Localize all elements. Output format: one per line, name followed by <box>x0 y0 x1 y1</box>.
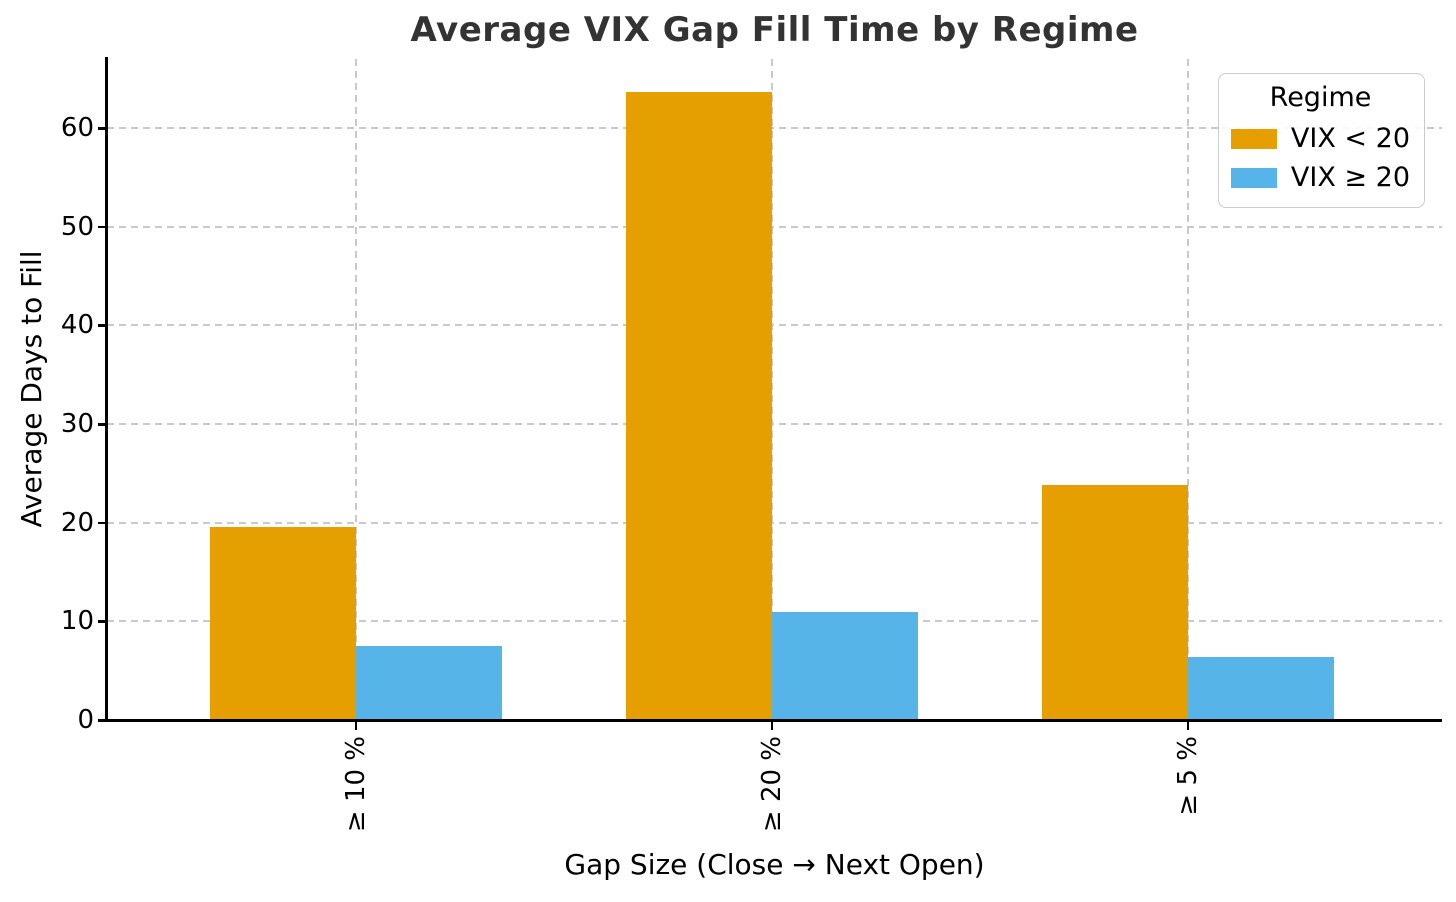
x-axis-spine <box>105 719 1442 722</box>
legend-label-vix-lt-20: VIX < 20 <box>1290 123 1410 154</box>
x-tick-mark <box>770 722 774 730</box>
bar-vix-20-cat2 <box>1187 656 1334 720</box>
x-gridline <box>1186 59 1189 720</box>
y-tick-mark <box>98 719 107 722</box>
legend-swatch-vix-lt-20 <box>1231 128 1277 149</box>
y-tick-mark <box>98 225 107 229</box>
y-tick-label: 60 <box>60 113 94 144</box>
y-axis-label: Average Days to Fill <box>15 250 48 528</box>
x-tick-mark <box>1186 722 1190 730</box>
x-gridline <box>770 59 773 720</box>
chart-title: Average VIX Gap Fill Time by Regime <box>410 10 1139 50</box>
x-tick-label: ≥ 5 % <box>1172 736 1203 816</box>
x-axis-label: Gap Size (Close → Next Open) <box>564 848 985 881</box>
y-axis-spine <box>105 57 108 721</box>
y-tick-mark <box>98 324 107 327</box>
legend: Regime VIX < 20 VIX ≥ 20 <box>1218 73 1425 208</box>
legend-entry-vix-lt-20: VIX < 20 <box>1231 119 1410 158</box>
x-gridline <box>354 59 357 720</box>
y-tick-label: 40 <box>60 310 94 341</box>
legend-entry-vix-gte-20: VIX ≥ 20 <box>1231 158 1410 197</box>
bar-vix-20-cat2 <box>1041 485 1188 720</box>
y-gridline <box>107 521 1442 524</box>
y-gridline <box>107 324 1442 327</box>
legend-swatch-vix-gte-20 <box>1231 167 1277 188</box>
y-tick-mark <box>98 127 107 130</box>
bar-vix-20-cat1 <box>771 612 918 720</box>
x-tick-label: ≥ 20 % <box>756 736 787 833</box>
y-tick-label: 10 <box>60 606 94 637</box>
y-tick-mark <box>98 423 107 426</box>
y-tick-label: 30 <box>60 409 94 440</box>
bar-vix-20-cat1 <box>625 91 772 720</box>
y-gridline <box>107 225 1442 228</box>
y-tick-mark <box>98 620 107 623</box>
legend-label-vix-gte-20: VIX ≥ 20 <box>1290 162 1410 193</box>
y-tick-label: 20 <box>60 507 94 538</box>
y-gridline <box>107 127 1442 130</box>
bar-vix-20-cat0 <box>355 646 502 720</box>
y-tick-mark <box>98 521 107 525</box>
y-tick-label: 0 <box>77 705 94 735</box>
x-tick-label: ≥ 10 % <box>340 736 371 833</box>
y-gridline <box>107 423 1442 426</box>
y-tick-label: 50 <box>60 211 94 242</box>
x-tick-mark <box>354 722 358 730</box>
legend-title: Regime <box>1269 82 1372 113</box>
bar-vix-20-cat0 <box>209 526 356 720</box>
